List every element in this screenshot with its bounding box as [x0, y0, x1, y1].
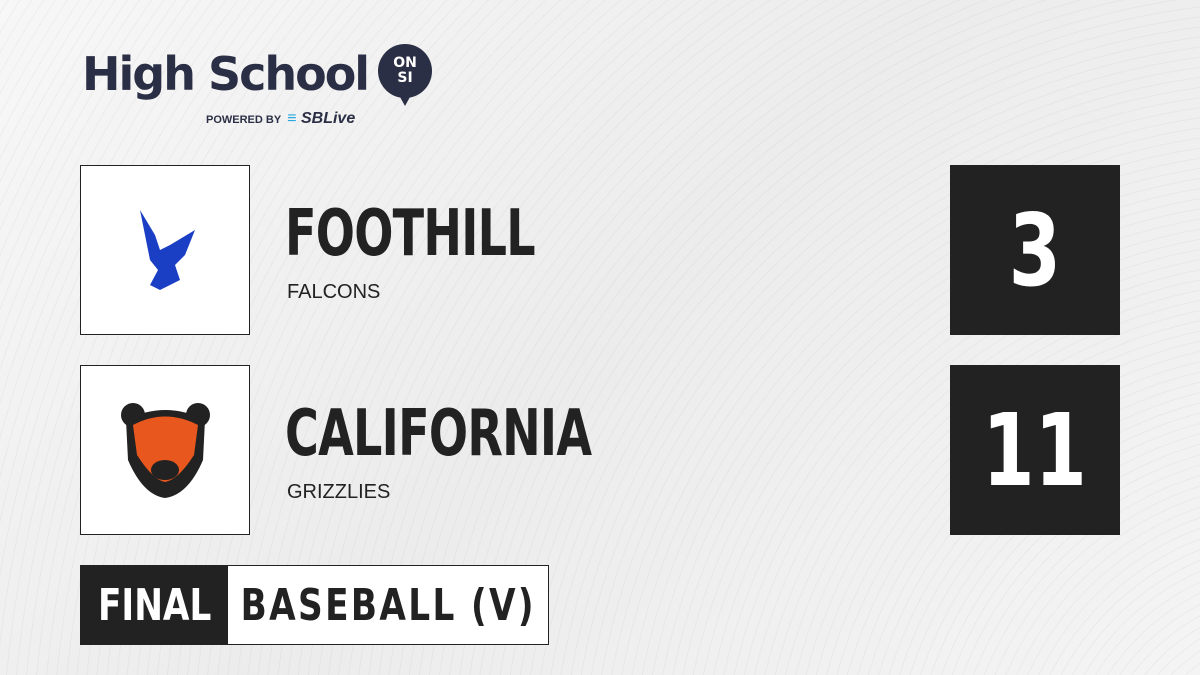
score-value: 11 — [982, 391, 1088, 509]
team-logo-california — [80, 365, 250, 535]
sport-text: BASEBALL (V) — [240, 579, 536, 631]
game-status-bar: FINAL BASEBALL (V) — [80, 565, 549, 645]
falcon-icon — [140, 210, 195, 290]
sblive-logo: ≡ SBLive — [287, 110, 355, 127]
sport-label: BASEBALL (V) — [228, 566, 548, 644]
pin-circle: ON SI — [378, 44, 433, 98]
badge-top: ON — [393, 55, 417, 71]
partner-name: SBLive — [300, 110, 356, 127]
team-mascot: GRIZZLIES — [287, 481, 391, 503]
team-logo-foothill — [80, 165, 250, 335]
score-value: 3 — [1008, 191, 1062, 309]
team-score: 3 — [950, 165, 1120, 335]
team-score: 11 — [950, 365, 1120, 535]
team-name: CALIFORNIA — [285, 397, 592, 471]
final-label: FINAL — [81, 566, 228, 644]
on-si-pin-icon: ON SI — [378, 44, 433, 106]
high-school-on-si-logo: High School ON SI POWERED BY ≡ SBLive — [82, 44, 512, 134]
team-mascot: FALCONS — [287, 281, 381, 303]
powered-by: POWERED BY ≡ SBLive — [206, 110, 355, 129]
status-text: FINAL — [97, 579, 212, 631]
badge-bottom: SI — [397, 70, 413, 86]
powered-by-label: POWERED BY — [206, 114, 282, 126]
grizzly-icon — [120, 403, 210, 498]
sblive-mark-icon: ≡ — [287, 110, 297, 127]
team-name: FOOTHILL — [285, 197, 536, 271]
logo-title: High School — [82, 47, 370, 101]
logo-row: High School ON SI — [82, 44, 512, 106]
